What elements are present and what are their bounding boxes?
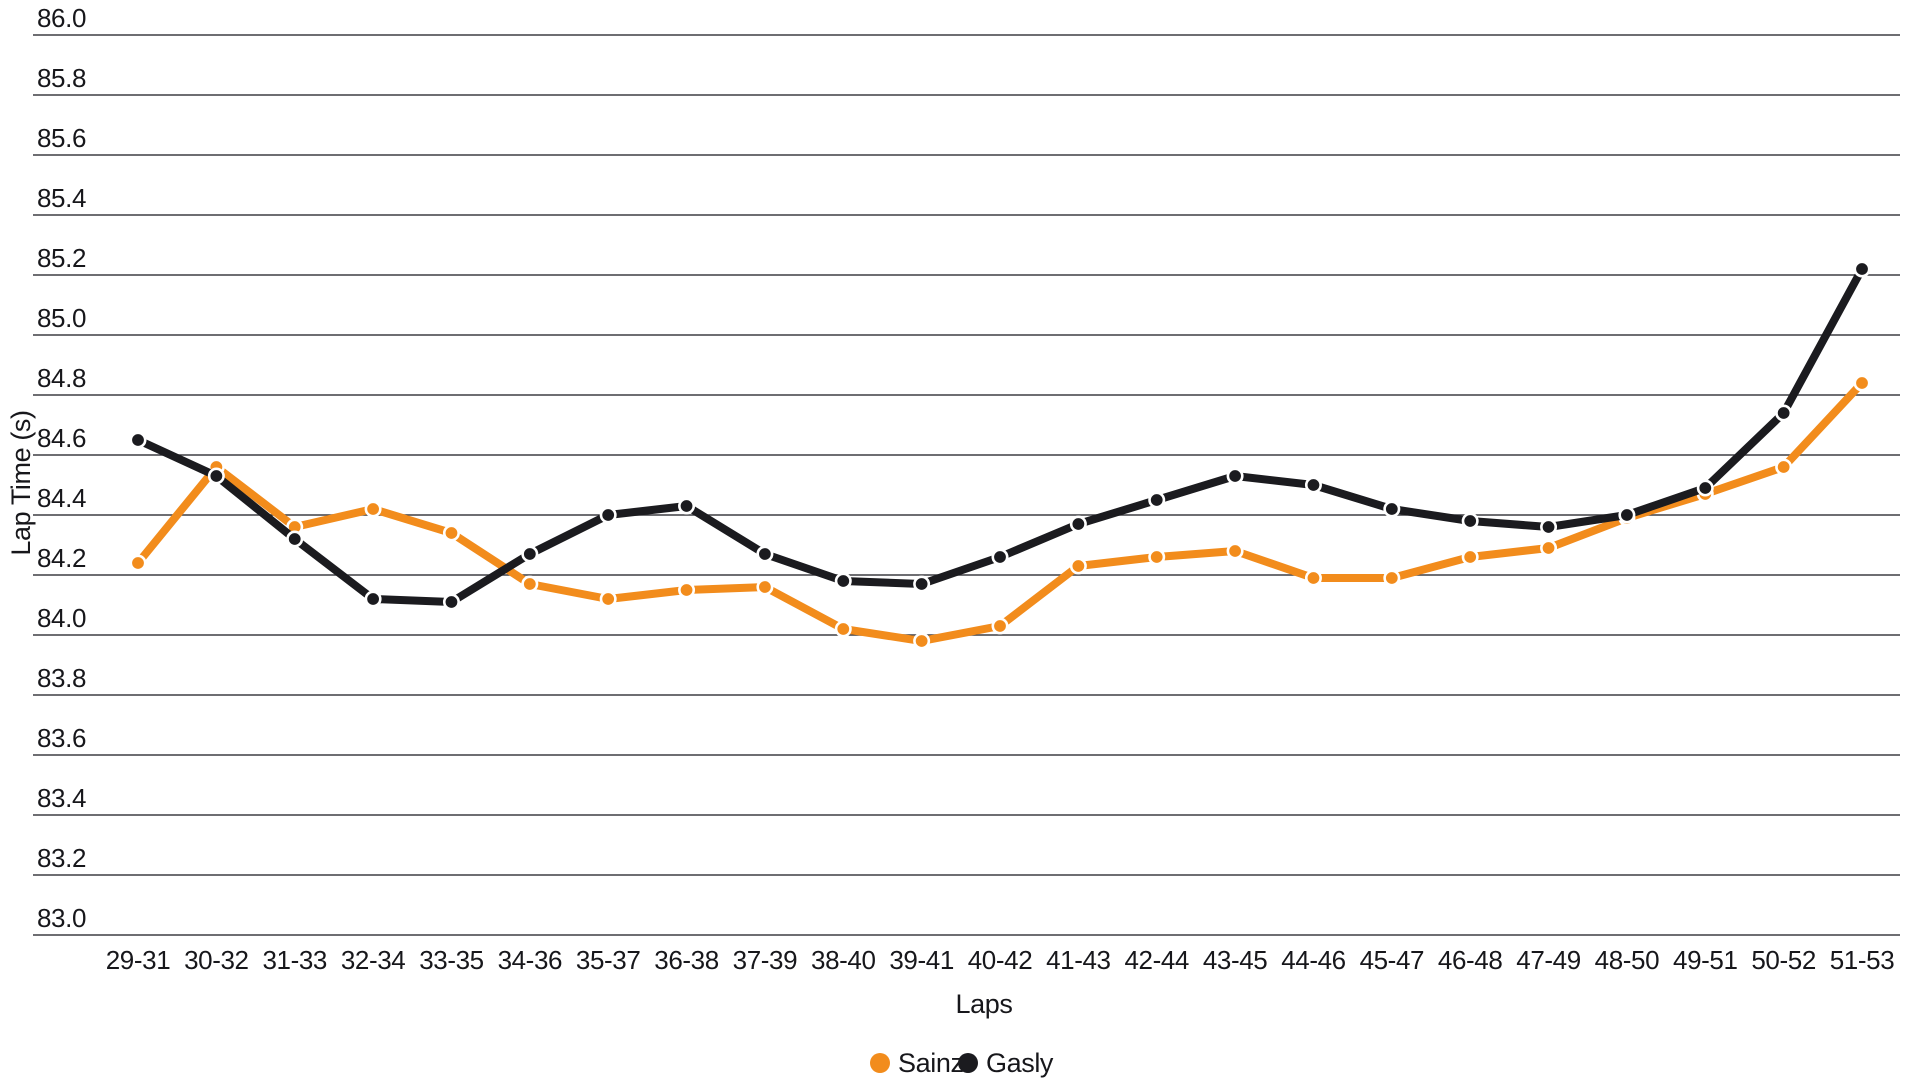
gasly-point-51-53[interactable]: [1853, 260, 1871, 278]
x-tick-label-41-43: 41-43: [1046, 945, 1111, 975]
y-tick-label-83.6: 83.6: [37, 723, 86, 753]
x-tick-label-30-32: 30-32: [184, 945, 249, 975]
x-tick-label-39-41: 39-41: [889, 945, 954, 975]
x-tick-label-34-36: 34-36: [498, 945, 563, 975]
sainz-point-38-40[interactable]: [834, 620, 852, 638]
sainz-point-42-44[interactable]: [1148, 548, 1166, 566]
x-tick-label-46-48: 46-48: [1438, 945, 1503, 975]
legend-marker-gasly: [958, 1053, 978, 1073]
legend-marker-sainz: [870, 1053, 890, 1073]
gasly-point-41-43[interactable]: [1069, 515, 1087, 533]
y-tick-label-84.6: 84.6: [37, 423, 86, 453]
x-tick-label-45-47: 45-47: [1360, 945, 1425, 975]
gasly-point-32-34[interactable]: [364, 590, 382, 608]
gasly-point-36-38[interactable]: [678, 497, 696, 515]
x-tick-label-44-46: 44-46: [1281, 945, 1346, 975]
x-tick-label-37-39: 37-39: [733, 945, 798, 975]
y-tick-label-85.0: 85.0: [37, 303, 86, 333]
sainz-point-43-45[interactable]: [1226, 542, 1244, 560]
y-tick-label-83.8: 83.8: [37, 663, 86, 693]
gasly-point-47-49[interactable]: [1540, 518, 1558, 536]
gasly-point-40-42[interactable]: [991, 548, 1009, 566]
series-layer: [129, 260, 1871, 650]
x-tick-label-51-53: 51-53: [1830, 945, 1895, 975]
sainz-point-39-41[interactable]: [913, 632, 931, 650]
gasly-point-38-40[interactable]: [834, 572, 852, 590]
x-tick-label-31-33: 31-33: [262, 945, 327, 975]
gasly-point-30-32[interactable]: [207, 467, 225, 485]
x-tick-label-35-37: 35-37: [576, 945, 641, 975]
y-tick-label-85.4: 85.4: [37, 183, 86, 213]
legend-label-sainz: Sainz: [898, 1048, 964, 1078]
x-tick-label-49-51: 49-51: [1673, 945, 1738, 975]
x-axis-title: Laps: [956, 989, 1013, 1019]
gasly-point-39-41[interactable]: [913, 575, 931, 593]
sainz-point-44-46[interactable]: [1304, 569, 1322, 587]
grid-layer: 86.0 85.8 85.6 85.4 85.2 85.0 84.8 84.6 84.4 84.2…: [33, 3, 1900, 936]
y-tick-label-84.2: 84.2: [37, 543, 86, 573]
gasly-point-50-52[interactable]: [1775, 404, 1793, 422]
y-tick-label-83.2: 83.2: [37, 843, 86, 873]
x-tick-label-29-31: 29-31: [106, 945, 171, 975]
gasly-point-49-51[interactable]: [1696, 479, 1714, 497]
y-tick-label-84.8: 84.8: [37, 363, 86, 393]
x-tick-label-50-52: 50-52: [1751, 945, 1816, 975]
sainz-point-34-36[interactable]: [521, 575, 539, 593]
x-tick-label-38-40: 38-40: [811, 945, 876, 975]
sainz-point-36-38[interactable]: [678, 581, 696, 599]
y-tick-label-83.4: 83.4: [37, 783, 86, 813]
gasly-point-33-35[interactable]: [442, 593, 460, 611]
gasly-point-35-37[interactable]: [599, 506, 617, 524]
sainz-point-33-35[interactable]: [442, 524, 460, 542]
sainz-point-47-49[interactable]: [1540, 539, 1558, 557]
x-tick-label-33-35: 33-35: [419, 945, 484, 975]
gasly-point-45-47[interactable]: [1383, 500, 1401, 518]
y-tick-label-85.2: 85.2: [37, 243, 86, 273]
x-tick-label-40-42: 40-42: [968, 945, 1033, 975]
sainz-point-41-43[interactable]: [1069, 557, 1087, 575]
sainz-point-40-42[interactable]: [991, 617, 1009, 635]
sainz-point-32-34[interactable]: [364, 500, 382, 518]
gasly-point-44-46[interactable]: [1304, 476, 1322, 494]
x-tick-label-47-49: 47-49: [1516, 945, 1581, 975]
sainz-point-37-39[interactable]: [756, 578, 774, 596]
x-tick-label-32-34: 32-34: [341, 945, 406, 975]
sainz-point-35-37[interactable]: [599, 590, 617, 608]
gasly-point-46-48[interactable]: [1461, 512, 1479, 530]
sainz-point-45-47[interactable]: [1383, 569, 1401, 587]
y-axis-title: Lap Time (s): [6, 410, 36, 555]
y-tick-label-85.6: 85.6: [37, 123, 86, 153]
y-tick-label-84.0: 84.0: [37, 603, 86, 633]
y-tick-label-84.4: 84.4: [37, 483, 86, 513]
gasly-point-34-36[interactable]: [521, 545, 539, 563]
y-tick-label-83.0: 83.0: [37, 903, 86, 933]
gasly-point-42-44[interactable]: [1148, 491, 1166, 509]
gasly-point-43-45[interactable]: [1226, 467, 1244, 485]
x-axis-tick-labels: 29-31 30-32 31-33 32-34 33-35 34-36 35-37 36-38…: [106, 945, 1895, 975]
sainz-point-29-31[interactable]: [129, 554, 147, 572]
legend-label-gasly: Gasly: [986, 1048, 1054, 1078]
gasly-point-48-50[interactable]: [1618, 506, 1636, 524]
y-tick-label-85.8: 85.8: [37, 63, 86, 93]
gasly-point-29-31[interactable]: [129, 431, 147, 449]
y-tick-label-86.0: 86.0: [37, 3, 86, 33]
sainz-point-50-52[interactable]: [1775, 458, 1793, 476]
sainz-point-46-48[interactable]: [1461, 548, 1479, 566]
x-tick-label-43-45: 43-45: [1203, 945, 1268, 975]
x-tick-label-48-50: 48-50: [1595, 945, 1660, 975]
gasly-point-31-33[interactable]: [286, 530, 304, 548]
gasly-point-37-39[interactable]: [756, 545, 774, 563]
x-tick-label-42-44: 42-44: [1124, 945, 1189, 975]
sainz-point-51-53[interactable]: [1853, 374, 1871, 392]
x-tick-label-36-38: 36-38: [654, 945, 719, 975]
legend: Sainz Gasly: [870, 1048, 1054, 1078]
